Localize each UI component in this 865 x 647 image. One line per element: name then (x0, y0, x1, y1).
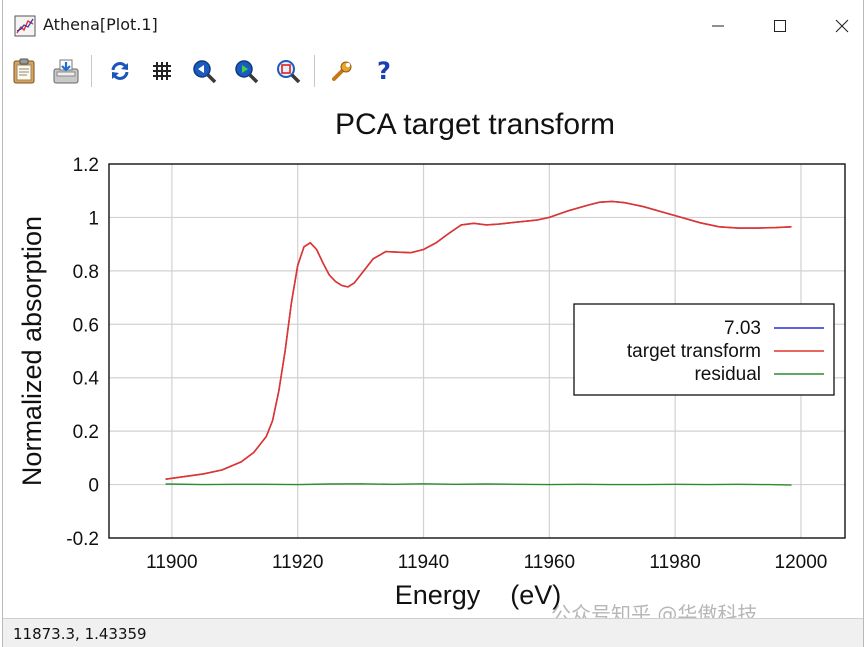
minimize-button[interactable] (688, 0, 748, 52)
grid-icon (153, 62, 171, 80)
y-tick-label: 0.2 (73, 422, 99, 443)
axis-ticks: 11900 11920 11940 11960 11980 12000 -0.2 0 0.2 0.… (66, 155, 827, 573)
status-bar: 11873.3, 1.43359 (3, 618, 863, 647)
legend-label: target transform (627, 341, 761, 362)
wrench-icon (332, 61, 352, 81)
x-tick-label: 11980 (649, 552, 700, 573)
series-line-residual (165, 483, 792, 486)
y-tick-label: 0 (88, 476, 99, 497)
refresh-button[interactable] (103, 55, 137, 87)
y-tick-label: -0.2 (66, 529, 99, 550)
zoom-in-button[interactable] (187, 55, 221, 87)
help-icon: ? (377, 58, 391, 84)
maximize-icon (774, 20, 786, 32)
y-tick-label: 1.2 (73, 155, 99, 176)
y-tick-label: 1 (88, 208, 99, 229)
toolbar-separator (314, 55, 315, 87)
copy-to-clipboard-button[interactable] (7, 55, 41, 87)
chart-title: PCA target transform (335, 108, 615, 141)
minimize-icon (712, 25, 724, 27)
help-button[interactable]: ? (367, 55, 401, 87)
svg-text:?: ? (377, 58, 391, 84)
save-icon (53, 59, 79, 84)
plot-area[interactable]: PCA target transform 11900 11920 11940 1196… (3, 92, 863, 617)
cursor-coordinates: 11873.3, 1.43359 (13, 625, 147, 643)
zoom-out-icon (235, 60, 259, 84)
plot-toolbar: ? (3, 50, 863, 92)
x-axis-label: Energy (eV) (395, 580, 562, 610)
pca-chart[interactable]: PCA target transform 11900 11920 11940 1196… (3, 92, 861, 617)
athena-app-icon (14, 15, 36, 37)
refresh-icon (111, 62, 129, 80)
legend-label: residual (694, 364, 761, 385)
series-line-target-transform (165, 200, 792, 480)
maximize-button[interactable] (750, 0, 810, 52)
save-button[interactable] (49, 55, 83, 87)
x-tick-label: 11940 (398, 552, 449, 573)
settings-button[interactable] (325, 55, 359, 87)
zoom-fit-icon (277, 60, 301, 84)
zoom-out-button[interactable] (229, 55, 263, 87)
y-tick-label: 0.4 (73, 369, 100, 390)
window-title: Athena[Plot.1] (43, 15, 158, 34)
toolbar-separator (91, 55, 92, 87)
y-axis-label: Normalized absorption (17, 216, 47, 486)
x-tick-label: 12000 (775, 552, 828, 573)
series-lines (165, 200, 792, 486)
y-tick-label: 0.6 (73, 315, 99, 336)
clipboard-icon (13, 58, 35, 84)
plot-frame (108, 163, 846, 539)
grid-button[interactable] (145, 55, 179, 87)
zoom-in-icon (193, 60, 217, 84)
zoom-fit-button[interactable] (271, 55, 305, 87)
y-tick-label: 0.8 (73, 262, 99, 283)
close-icon (835, 19, 849, 33)
close-button[interactable] (812, 0, 865, 52)
x-tick-label: 11960 (524, 552, 575, 573)
x-tick-label: 11920 (272, 552, 323, 573)
title-bar[interactable]: Athena[Plot.1] (3, 0, 863, 52)
legend-label: 7.03 (724, 318, 761, 339)
legend-box (573, 303, 835, 396)
x-tick-label: 11900 (146, 552, 197, 573)
